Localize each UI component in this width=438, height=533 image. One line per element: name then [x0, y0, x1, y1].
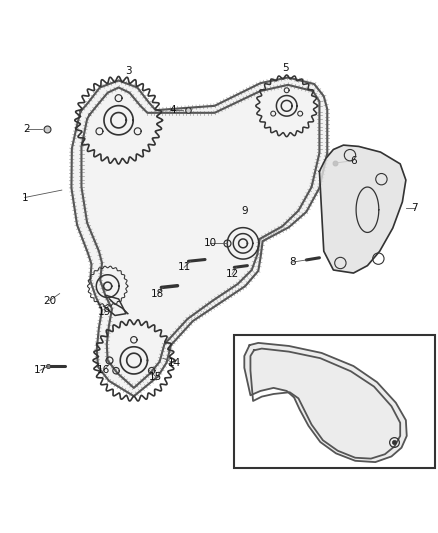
Text: 14: 14	[168, 358, 181, 368]
Polygon shape	[244, 343, 407, 462]
Text: 10: 10	[204, 238, 217, 248]
Text: 8: 8	[289, 257, 296, 267]
Polygon shape	[71, 77, 327, 396]
Polygon shape	[319, 145, 406, 273]
Text: 1: 1	[21, 192, 28, 203]
Text: 11: 11	[177, 262, 191, 272]
Text: 6: 6	[350, 156, 357, 166]
Text: 20: 20	[43, 296, 56, 305]
Text: 7: 7	[411, 203, 418, 213]
Text: 18: 18	[151, 288, 165, 298]
Text: 2: 2	[24, 124, 30, 134]
Text: 1: 1	[308, 370, 314, 379]
Text: 17: 17	[33, 366, 46, 375]
Bar	[234, 335, 435, 468]
Text: 15: 15	[149, 372, 162, 382]
Text: 12: 12	[226, 269, 239, 279]
Text: 19: 19	[98, 308, 111, 317]
Text: 19: 19	[276, 424, 288, 433]
Text: 16: 16	[97, 366, 110, 375]
Text: 4: 4	[169, 105, 176, 115]
Text: 5: 5	[282, 63, 289, 73]
Text: 9: 9	[241, 206, 247, 216]
Text: 9: 9	[403, 450, 409, 459]
Text: 13: 13	[321, 337, 334, 346]
Text: 3: 3	[125, 66, 132, 76]
